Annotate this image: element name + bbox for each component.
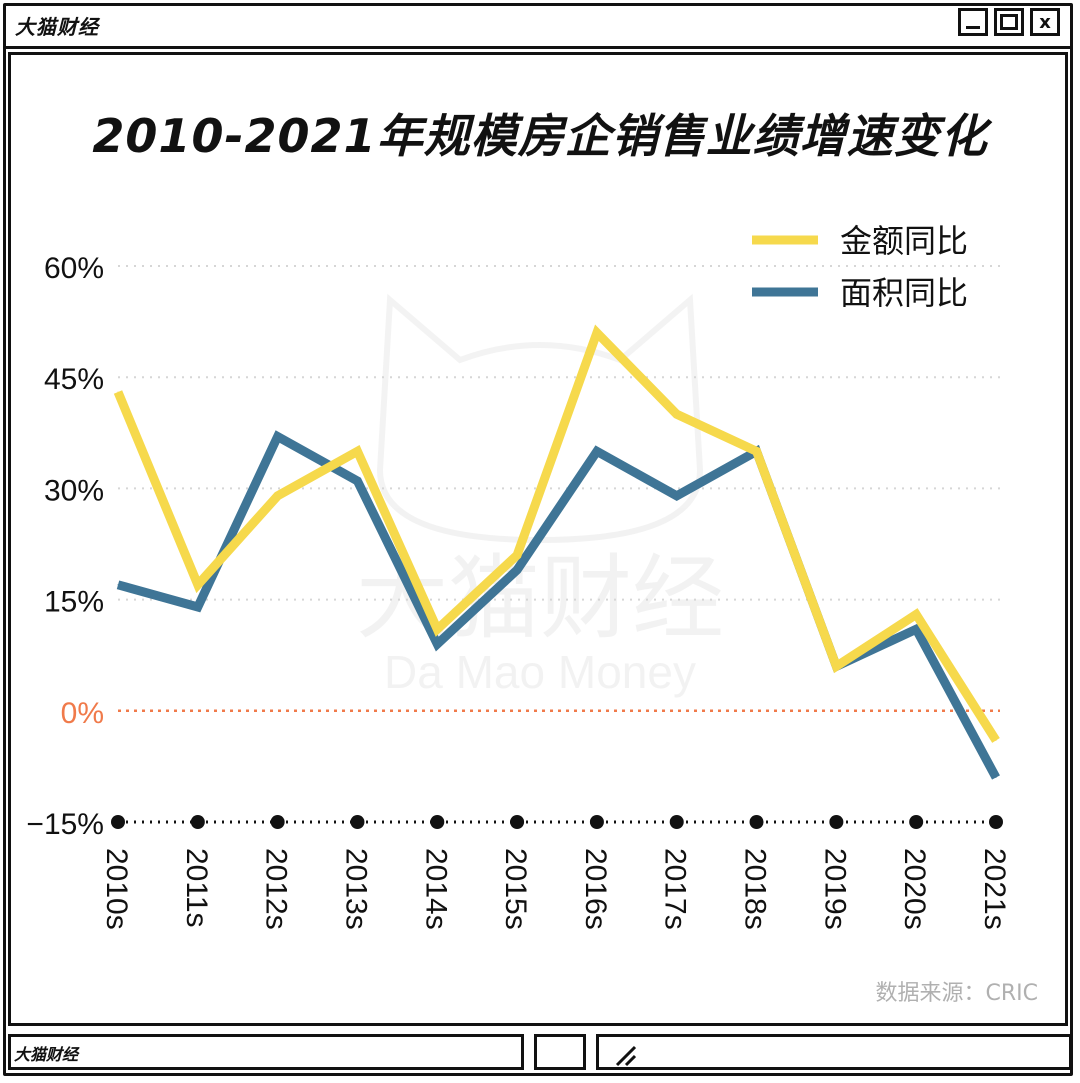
x-axis-dot bbox=[589, 815, 604, 829]
minimize-button[interactable] bbox=[958, 8, 988, 36]
data-point bbox=[516, 554, 518, 556]
data-point bbox=[356, 450, 358, 452]
close-icon: x bbox=[1039, 11, 1051, 33]
resize-grip-icon[interactable] bbox=[599, 1037, 639, 1067]
x-tick-label: 2014s bbox=[419, 848, 452, 930]
x-tick-label: 2019s bbox=[818, 848, 851, 930]
watermark-en: Da Mao Money bbox=[384, 646, 696, 698]
data-point bbox=[436, 643, 438, 645]
x-axis-dot bbox=[909, 815, 924, 829]
data-point bbox=[197, 606, 199, 608]
x-axis-dot bbox=[829, 815, 844, 829]
data-point bbox=[835, 665, 837, 667]
data-point bbox=[676, 495, 678, 497]
y-tick-label: 30% bbox=[44, 474, 104, 507]
data-point bbox=[995, 739, 997, 741]
chart-title: 2010-2021年规模房企销售业绩增速变化 bbox=[92, 109, 988, 163]
x-axis-dot bbox=[989, 815, 1003, 829]
x-axis-dot bbox=[510, 815, 525, 829]
title-bar: 大猫财经 bbox=[3, 3, 1073, 49]
data-point bbox=[596, 450, 598, 452]
data-point bbox=[995, 777, 997, 779]
x-tick-label: 2016s bbox=[579, 848, 612, 930]
x-axis-dot bbox=[270, 815, 285, 829]
x-axis-dot bbox=[669, 815, 684, 829]
x-axis-dot bbox=[350, 815, 365, 829]
data-point bbox=[436, 628, 438, 630]
x-tick-label: 2017s bbox=[659, 848, 692, 930]
x-tick-label: 2018s bbox=[739, 848, 772, 930]
x-tick-label: 2011s bbox=[180, 848, 213, 928]
watermark-cat-icon bbox=[376, 293, 704, 544]
x-tick-label: 2015s bbox=[499, 848, 532, 930]
x-tick-label: 2010s bbox=[100, 848, 133, 930]
y-tick-label: −15% bbox=[26, 808, 104, 841]
data-point bbox=[915, 613, 917, 615]
maximize-icon bbox=[1000, 14, 1018, 30]
data-point bbox=[277, 495, 279, 497]
footer-button[interactable] bbox=[534, 1034, 586, 1070]
x-axis-dot bbox=[430, 815, 445, 829]
x-axis-dot bbox=[111, 815, 125, 829]
y-tick-label: 60% bbox=[44, 252, 104, 285]
data-source: 数据来源：CRIC bbox=[875, 981, 1039, 1006]
data-point bbox=[356, 480, 358, 482]
legend-label: 面积同比 bbox=[840, 275, 968, 311]
x-axis-dot bbox=[190, 815, 205, 829]
content-panel bbox=[8, 52, 1068, 1026]
minimize-icon bbox=[966, 25, 980, 29]
data-point bbox=[756, 450, 758, 452]
window-brand: 大猫财经 bbox=[15, 15, 99, 39]
data-point bbox=[197, 584, 199, 586]
legend-label: 金额同比 bbox=[840, 223, 968, 259]
footer-panel bbox=[8, 1034, 524, 1070]
maximize-button[interactable] bbox=[994, 8, 1024, 36]
data-point bbox=[516, 569, 518, 571]
y-tick-label: 0% bbox=[61, 697, 104, 730]
data-point bbox=[915, 628, 917, 630]
data-point bbox=[117, 584, 119, 586]
x-tick-label: 2021s bbox=[978, 848, 1011, 930]
x-axis-dot bbox=[749, 815, 764, 829]
data-point bbox=[277, 436, 279, 438]
data-point bbox=[596, 332, 598, 334]
data-point bbox=[676, 413, 678, 415]
y-tick-label: 15% bbox=[44, 586, 104, 619]
series-line-amount bbox=[113, 324, 1000, 743]
data-point bbox=[117, 391, 119, 393]
x-tick-label: 2013s bbox=[339, 848, 372, 930]
y-tick-label: 45% bbox=[44, 363, 104, 396]
close-button[interactable]: x bbox=[1030, 8, 1060, 36]
footer-brand: 大猫财经 bbox=[14, 1045, 79, 1064]
x-tick-label: 2020s bbox=[898, 848, 931, 930]
window-frame bbox=[3, 3, 1073, 1076]
x-tick-label: 2012s bbox=[260, 848, 293, 930]
footer-status-bar bbox=[596, 1034, 1072, 1070]
